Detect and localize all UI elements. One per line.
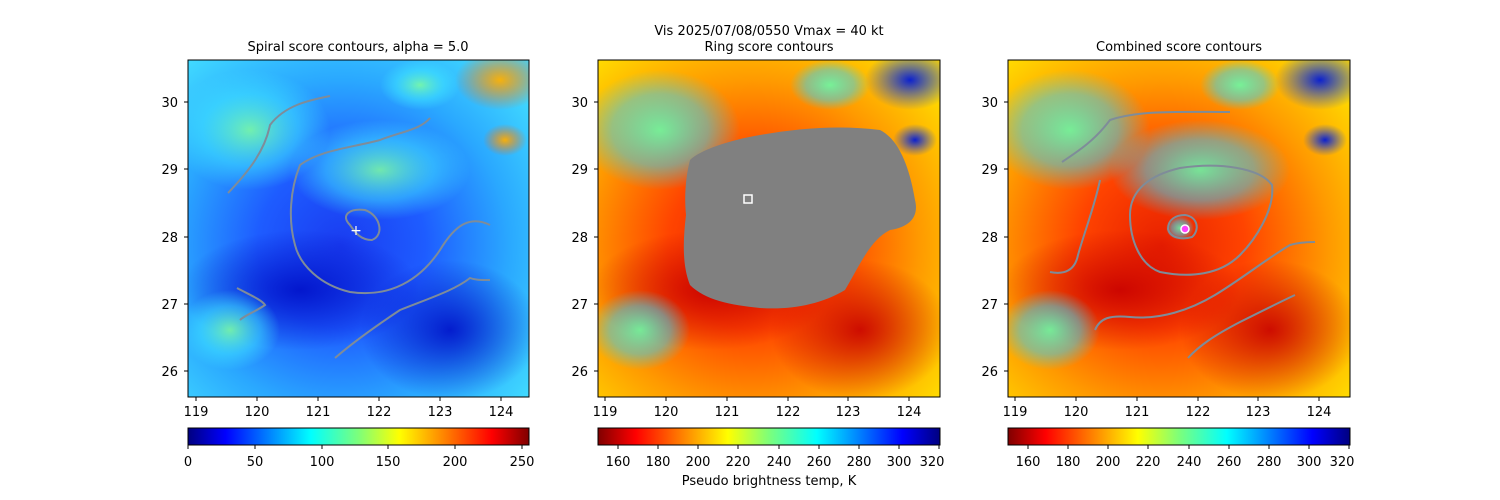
y-axis: 26 27 28 29 30: [161, 96, 188, 380]
colorbar-tick: 100: [310, 455, 335, 470]
spiral-contours: [227, 95, 491, 359]
colorbar-tick: 0: [184, 455, 192, 470]
colorbar-tick: 260: [1217, 455, 1242, 470]
center-marker: [743, 194, 753, 204]
panel-ring: Ring score contours 119 120 121 122 123: [571, 40, 945, 489]
y-axis: 26 27 28 29 30: [571, 96, 598, 380]
x-axis: 119 120 121 122 123 124: [184, 397, 514, 420]
x-tick-label: 123: [428, 405, 453, 420]
colorbar-tick: 320: [1330, 455, 1355, 470]
colorbar-tick: 160: [1016, 455, 1041, 470]
y-tick-label: 30: [161, 96, 178, 111]
colorbar-tick: 300: [1297, 455, 1322, 470]
colorbar-tick: 280: [1257, 455, 1282, 470]
x-tick-label: 122: [367, 405, 392, 420]
x-tick-label: 122: [776, 405, 801, 420]
x-tick-label: 123: [1246, 405, 1271, 420]
panel-title: Spiral score contours, alpha = 5.0: [247, 40, 468, 55]
colorbar-tick: 260: [807, 455, 832, 470]
panel-title: Combined score contours: [1096, 40, 1262, 55]
figure-suptitle: Vis 2025/07/08/0550 Vmax = 40 kt: [654, 24, 883, 39]
colorbar: 160 180 200 220 240 260 280 300 320: [597, 427, 945, 470]
x-tick-label: 119: [593, 405, 618, 420]
x-tick-label: 124: [1307, 405, 1332, 420]
y-tick-label: 28: [981, 231, 998, 246]
x-tick-label: 121: [1125, 405, 1150, 420]
x-axis: 119 120 121 122 123 124: [593, 397, 922, 420]
colorbar: 160 180 200 220 240 260 280 300 320: [1007, 427, 1355, 470]
y-tick-label: 26: [161, 365, 178, 380]
x-tick-label: 120: [245, 405, 270, 420]
ring-score-mask: [683, 127, 916, 309]
combined-contours: [1049, 110, 1316, 359]
x-tick-label: 122: [1186, 405, 1211, 420]
y-tick-label: 30: [571, 96, 588, 111]
x-tick-label: 121: [306, 405, 331, 420]
colorbar-tick: 200: [1096, 455, 1121, 470]
colorbar-tick: 180: [1056, 455, 1081, 470]
y-axis: 26 27 28 29 30: [981, 96, 1008, 380]
panel-spiral: Spiral score contours, alpha = 5.0 +: [161, 40, 535, 470]
colorbar-tick: 300: [887, 455, 912, 470]
center-marker: +: [350, 223, 362, 239]
panel-combined: Combined score contours: [981, 40, 1355, 470]
y-tick-label: 28: [161, 231, 178, 246]
y-tick-label: 30: [981, 96, 998, 111]
plot-frame: [1007, 59, 1351, 398]
colorbar-tick: 200: [686, 455, 711, 470]
colorbar-tick: 160: [606, 455, 631, 470]
y-tick-label: 29: [981, 163, 998, 178]
colorbar-tick: 180: [646, 455, 671, 470]
colorbar-tick: 320: [920, 455, 945, 470]
x-tick-label: 124: [897, 405, 922, 420]
satellite-image: [188, 60, 529, 397]
y-tick-label: 29: [161, 163, 178, 178]
x-tick-label: 123: [836, 405, 861, 420]
y-tick-label: 26: [571, 365, 588, 380]
x-tick-label: 119: [184, 405, 209, 420]
x-tick-label: 119: [1003, 405, 1028, 420]
x-axis: 119 120 121 122 123 124: [1003, 397, 1332, 420]
x-tick-label: 124: [489, 405, 514, 420]
x-tick-label: 120: [1064, 405, 1089, 420]
plot-frame: [187, 59, 530, 398]
x-tick-label: 120: [654, 405, 679, 420]
y-tick-label: 28: [571, 231, 588, 246]
y-tick-label: 27: [161, 298, 178, 313]
colorbar-tick: 240: [1177, 455, 1202, 470]
colorbar: 0 50 100 150 200 250: [184, 427, 535, 470]
panel-title: Ring score contours: [704, 40, 833, 55]
colorbar-label: Pseudo brightness temp, K: [682, 474, 857, 489]
plot-frame: [597, 59, 941, 398]
satellite-image: [1008, 60, 1350, 397]
center-marker: [1180, 224, 1190, 234]
y-tick-label: 27: [981, 298, 998, 313]
colorbar-tick: 280: [847, 455, 872, 470]
colorbar-tick: 200: [443, 455, 468, 470]
colorbar-tick: 50: [247, 455, 264, 470]
y-tick-label: 26: [981, 365, 998, 380]
colorbar-tick: 220: [726, 455, 751, 470]
colorbar-tick: 220: [1136, 455, 1161, 470]
colorbar-tick: 150: [376, 455, 401, 470]
y-tick-label: 29: [571, 163, 588, 178]
colorbar-tick: 250: [510, 455, 535, 470]
x-tick-label: 121: [715, 405, 740, 420]
y-tick-label: 27: [571, 298, 588, 313]
colorbar-tick: 240: [767, 455, 792, 470]
